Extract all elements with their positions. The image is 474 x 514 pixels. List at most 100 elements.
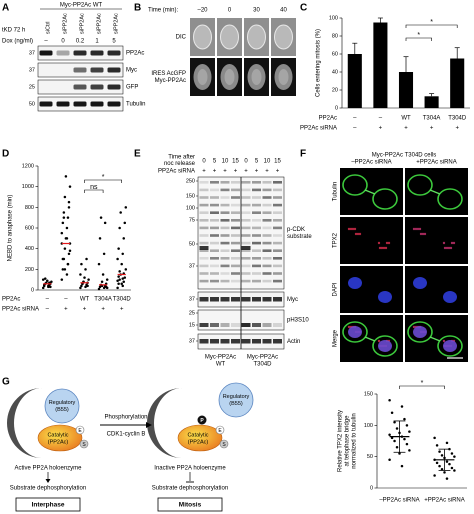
category-label: – (353, 116, 357, 122)
tpx2-spot (423, 232, 427, 236)
mw-marker: 100 (186, 205, 195, 211)
band (241, 211, 251, 214)
y-tick-label: 40 (332, 69, 338, 75)
y-axis-label: Cells entering mitosis (%) (316, 29, 322, 97)
band (56, 50, 70, 56)
band (262, 234, 272, 237)
dapi (443, 340, 457, 352)
band (262, 323, 272, 327)
band (210, 211, 219, 214)
y-tick-label: 200 (25, 267, 34, 273)
time-value: 5 (255, 159, 259, 165)
sirna-label: PP2Ac siRNA (158, 169, 195, 175)
data-point (393, 439, 396, 443)
band (220, 279, 230, 283)
band (220, 226, 230, 230)
data-point (443, 471, 446, 474)
band (210, 219, 219, 222)
data-point (408, 430, 411, 433)
category-label: T304A (94, 297, 112, 303)
band (210, 203, 219, 207)
tubulin-bridge (429, 336, 441, 342)
tpx2-spot (449, 246, 453, 250)
data-point (105, 286, 109, 290)
arrow-head (146, 422, 152, 428)
band (262, 203, 272, 207)
band (241, 272, 251, 275)
band (73, 101, 87, 107)
significance-bracket (399, 385, 445, 389)
tubulin-bridge (364, 189, 376, 195)
group-label: Myc-PP2Ac (205, 355, 236, 361)
blot-header: Myc-PP2Ac WT (60, 3, 103, 9)
band (241, 339, 251, 344)
band (231, 241, 240, 245)
band (231, 339, 240, 344)
data-point (119, 211, 122, 214)
y-tick-label: 0 (335, 105, 338, 111)
band (220, 297, 230, 302)
effect-label: Substrate dephosphorylation (152, 486, 228, 492)
dapi (378, 291, 392, 303)
blot-label: Actin (287, 339, 300, 345)
phase-box (157, 497, 223, 512)
data-point (388, 399, 391, 402)
blot-label: substrate (287, 234, 312, 240)
data-point (121, 252, 124, 256)
dapi (443, 291, 457, 303)
regulatory (218, 382, 254, 418)
y-tick-label: 800 (25, 205, 34, 211)
category-label: –PP2Ac siRNA (379, 498, 419, 504)
band (107, 50, 121, 56)
mw-marker: 75 (189, 217, 195, 223)
data-point (63, 247, 67, 250)
data-point (105, 278, 109, 281)
data-point (60, 231, 64, 235)
data-point (60, 278, 64, 281)
band (199, 249, 209, 252)
data-point (83, 276, 86, 279)
data-point (433, 474, 436, 477)
column-label: –PP2Ac siRNA (351, 160, 391, 166)
data-point (67, 252, 71, 256)
regulatory (44, 388, 80, 424)
band (273, 219, 282, 222)
data-point (47, 284, 50, 288)
micrograph (405, 266, 468, 313)
band (199, 196, 209, 199)
blot-label: Tubulin (126, 102, 145, 108)
data-point (445, 441, 449, 445)
band (199, 257, 209, 260)
band (210, 257, 219, 260)
bar (450, 58, 465, 108)
tpx2-spot (447, 246, 451, 250)
category-row-name: PP2Ac siRNA (300, 126, 337, 132)
band (90, 101, 104, 107)
y-axis-label: at telophase bridge (345, 415, 351, 467)
band (210, 272, 219, 275)
tpx2-spot (377, 339, 381, 343)
phase-label: Interphase (32, 502, 65, 509)
data-point (63, 268, 67, 271)
band (273, 272, 282, 275)
category-label: + (64, 307, 68, 313)
data-point (123, 221, 127, 225)
band (210, 323, 219, 327)
sirna-value: + (276, 169, 280, 175)
dox-value: 0.2 (76, 39, 85, 45)
data-point (120, 282, 123, 286)
band (273, 226, 282, 230)
data-point (86, 284, 89, 288)
data-point (66, 262, 70, 266)
y-tick-label: 1000 (22, 184, 34, 190)
micrograph (340, 217, 403, 264)
data-point (122, 280, 125, 283)
p-label: P (200, 418, 204, 424)
band (90, 67, 104, 73)
arrow-label: Phosphorylation (104, 415, 147, 421)
band (220, 219, 230, 222)
e-site (215, 425, 225, 435)
data-point (102, 252, 106, 256)
band (252, 188, 261, 192)
dic-cell (193, 24, 212, 50)
